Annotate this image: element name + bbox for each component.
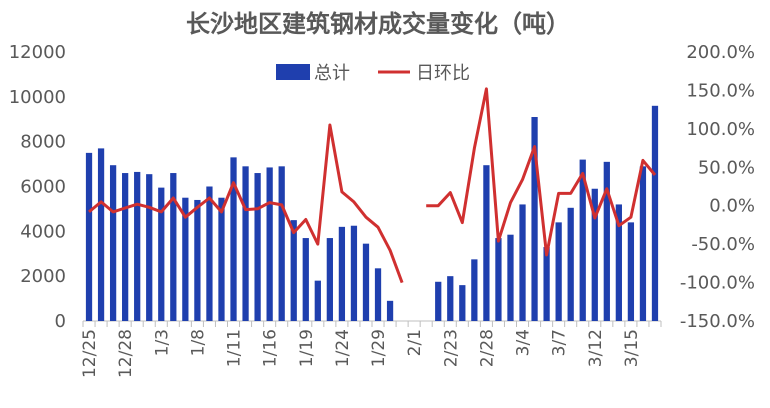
- x-tick-label: 3/7: [550, 329, 570, 356]
- bar: [146, 174, 153, 321]
- bar: [507, 234, 514, 321]
- bar: [459, 285, 466, 321]
- bar: [591, 188, 598, 321]
- legend-label-ratio: 日环比: [416, 63, 470, 84]
- bar: [519, 204, 526, 321]
- bar: [338, 226, 346, 321]
- y-right-tick-label: 0.0%: [709, 196, 755, 217]
- bar: [374, 268, 382, 321]
- x-tick-label: 1/11: [225, 329, 245, 367]
- x-tick-label: 1/24: [333, 329, 353, 367]
- line-segment: [426, 87, 657, 257]
- x-tick-label: 12/28: [116, 329, 136, 378]
- bar: [109, 165, 117, 321]
- y-left-tick-label: 2000: [20, 266, 66, 287]
- bar: [531, 117, 538, 321]
- bar: [170, 173, 177, 321]
- bar: [326, 238, 333, 321]
- y-right-tick-label: -150.0%: [680, 311, 755, 332]
- x-axis: 12/25 12/28 1/3 1/8 1/11 1/16 1/19 1/24 1/29 2/1 2…: [80, 321, 662, 378]
- bar: [290, 220, 297, 321]
- bar: [362, 243, 370, 321]
- y-left-tick-label: 8000: [20, 132, 66, 153]
- chart-title: 长沙地区建筑钢材成交量变化（吨）: [186, 9, 570, 38]
- x-tick-label: 3/15: [622, 329, 642, 367]
- bar: [555, 222, 562, 321]
- x-tick-label: 12/25: [80, 329, 100, 378]
- legend-swatch-total: [276, 64, 310, 80]
- bar: [206, 186, 213, 321]
- bar: [543, 247, 550, 321]
- bar: [651, 105, 659, 321]
- x-tick-label: 2/1: [405, 329, 425, 356]
- bar: [85, 152, 93, 321]
- bar: [386, 300, 394, 321]
- y-left-tick-label: 10000: [9, 87, 66, 108]
- y-left-tick-label: 0: [55, 311, 66, 332]
- line-segment: [88, 123, 404, 284]
- bar: [615, 204, 622, 321]
- legend: 总计 日环比: [276, 63, 470, 84]
- y-left-tick-label: 12000: [9, 42, 66, 63]
- bar: [97, 148, 105, 321]
- bar: [278, 166, 285, 321]
- bar: [447, 276, 454, 321]
- bar-series-total: [85, 105, 659, 321]
- bar: [266, 167, 273, 321]
- bar: [182, 197, 189, 321]
- bar: [242, 166, 249, 321]
- bar: [134, 171, 141, 321]
- y-left-tick-label: 4000: [20, 221, 66, 242]
- bar: [627, 222, 635, 321]
- bar: [483, 165, 490, 321]
- bar: [230, 157, 237, 321]
- bar: [314, 280, 321, 321]
- bar: [435, 281, 442, 321]
- y-right-tick-label: 50.0%: [698, 157, 755, 178]
- bar: [122, 173, 129, 321]
- x-tick-label: 2/23: [441, 329, 461, 367]
- x-tick-label: 3/12: [586, 329, 606, 367]
- y-right-tick-label: 200.0%: [686, 42, 755, 63]
- x-tick-label: 3/4: [514, 329, 534, 356]
- bar: [158, 187, 165, 321]
- legend-label-total: 总计: [314, 63, 350, 84]
- bar: [302, 238, 309, 321]
- bar: [254, 173, 261, 321]
- line-series-ratio: [88, 87, 657, 284]
- x-tick-label: 1/3: [152, 329, 172, 356]
- bar: [603, 161, 610, 321]
- bar: [471, 259, 478, 321]
- y-left-tick-label: 6000: [20, 177, 66, 198]
- x-tick-label: 1/8: [188, 329, 208, 356]
- y-axis-left: 0 2000 4000 6000 8000 10000 12000: [9, 42, 66, 332]
- bar: [350, 225, 358, 321]
- bar: [194, 199, 201, 321]
- bar: [579, 159, 586, 321]
- x-tick-label: 1/16: [261, 329, 281, 367]
- bar: [567, 207, 574, 321]
- x-tick-label: 1/19: [297, 329, 317, 367]
- bar: [495, 238, 502, 321]
- x-tick-label: 1/29: [369, 329, 389, 367]
- bar: [218, 197, 225, 321]
- bar: [639, 166, 647, 321]
- y-right-tick-label: 150.0%: [686, 80, 755, 101]
- y-right-tick-label: -100.0%: [680, 273, 755, 294]
- y-axis-right: -150.0% -100.0% -50.0% 0.0% 50.0% 100.0% 150.0…: [680, 42, 755, 332]
- y-right-tick-label: -50.0%: [691, 234, 755, 255]
- x-tick-label: 2/28: [477, 329, 497, 367]
- y-right-tick-label: 100.0%: [686, 119, 755, 140]
